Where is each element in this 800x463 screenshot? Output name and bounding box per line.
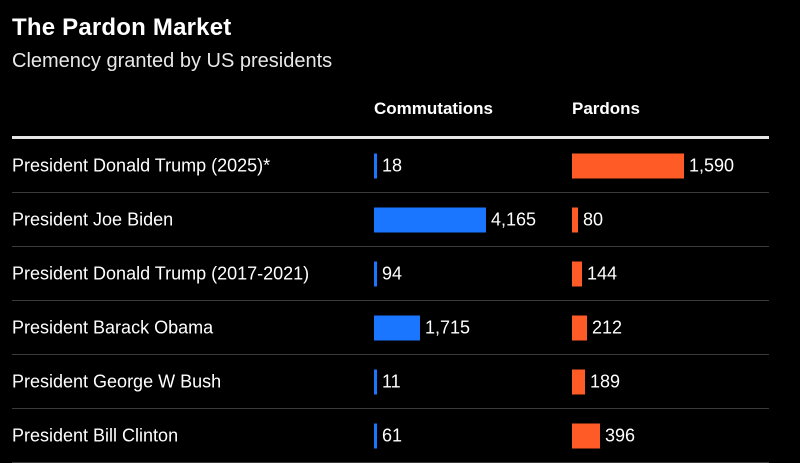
commutations-value: 11: [382, 371, 401, 392]
row-label: President Bill Clinton: [12, 425, 179, 446]
pardons-value: 212: [592, 317, 623, 338]
pardons-value: 1,590: [689, 155, 735, 176]
row-label: President George W Bush: [12, 371, 222, 392]
pardons-bar: [572, 261, 582, 287]
row-label: President Donald Trump (2025)*: [12, 155, 271, 176]
column-header-pardons: Pardons: [572, 99, 641, 118]
table-row: President Barack Obama 1,715 212: [12, 301, 769, 355]
commutations-value: 18: [382, 155, 403, 176]
pardons-bar: [572, 153, 684, 179]
row-divider: [12, 246, 769, 247]
row-divider: [12, 300, 769, 301]
row-divider: [12, 408, 769, 409]
pardons-bar: [572, 423, 600, 449]
pardons-value: 189: [590, 371, 621, 392]
pardons-bar: [572, 315, 587, 341]
row-label: President Barack Obama: [12, 317, 214, 338]
pardons-value: 396: [605, 425, 636, 446]
row-label: President Joe Biden: [12, 209, 174, 230]
header-rule: [12, 136, 769, 139]
column-header-commutations: Commutations: [374, 99, 493, 118]
commutations-bar: [374, 153, 377, 179]
pardons-bar: [572, 207, 578, 233]
table-row: President Donald Trump (2025)* 18 1,590: [12, 139, 769, 193]
commutations-bar: [374, 315, 420, 341]
commutations-value: 1,715: [425, 317, 471, 338]
commutations-bar: [374, 369, 377, 395]
table-row: President Joe Biden 4,165 80: [12, 193, 769, 247]
commutations-value: 61: [382, 425, 403, 446]
commutations-bar: [374, 261, 377, 287]
commutations-bar: [374, 207, 486, 233]
row-divider: [12, 354, 769, 355]
table-row: President Donald Trump (2017-2021) 94 144: [12, 247, 769, 301]
table-row: President George W Bush 11 189: [12, 355, 769, 409]
commutations-bar: [374, 423, 377, 449]
chart-title: The Pardon Market: [12, 14, 232, 41]
commutations-value: 94: [382, 263, 403, 284]
pardons-value: 80: [583, 209, 604, 230]
pardons-value: 144: [587, 263, 618, 284]
pardons-bar: [572, 369, 585, 395]
table-row: President Bill Clinton 61 396: [12, 409, 769, 463]
row-divider: [12, 192, 769, 193]
commutations-value: 4,165: [491, 209, 537, 230]
chart-subtitle: Clemency granted by US presidents: [12, 50, 333, 72]
row-label: President Donald Trump (2017-2021): [12, 263, 310, 284]
